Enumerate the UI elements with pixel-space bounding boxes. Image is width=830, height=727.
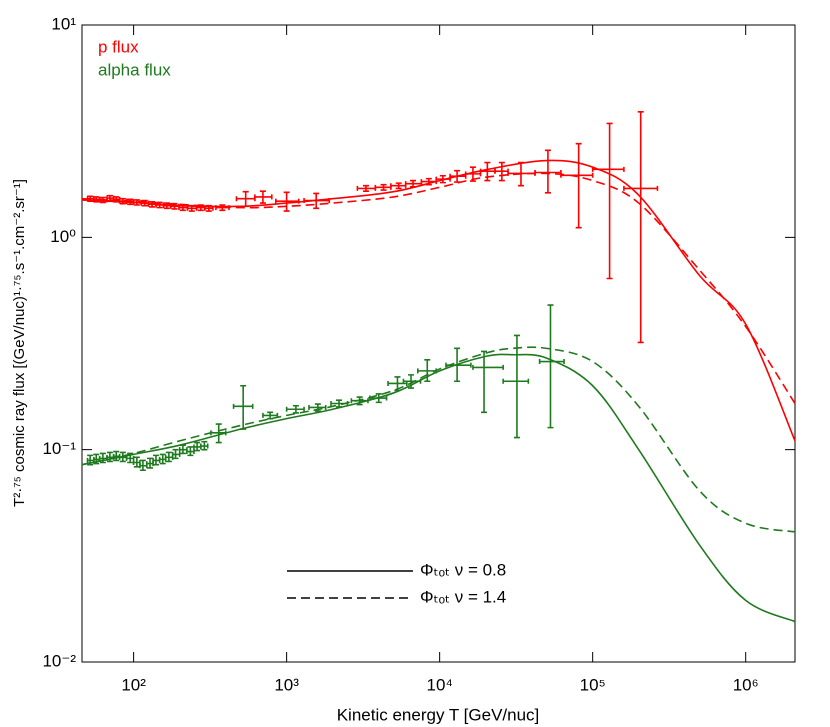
error-bar	[544, 149, 551, 194]
y-tick-label: 10⁻²	[42, 651, 76, 670]
x-error-bar	[232, 403, 254, 409]
x-tick-label: 10⁴	[427, 675, 453, 694]
plot-frame	[81, 24, 796, 663]
model-curve	[81, 353, 796, 623]
x-error-bar	[350, 398, 369, 404]
x-tick-label: 10²	[121, 675, 146, 694]
x-error-bar	[210, 430, 227, 436]
x-error-bar	[472, 364, 504, 370]
x-tick-label: 10⁶	[733, 675, 759, 694]
y-tick-label: 10¹	[51, 14, 76, 33]
y-axis-label: T²·⁷⁵ cosmic ray flux [(GeV/nuc)¹·⁷⁵.s⁻¹…	[11, 179, 28, 507]
x-error-bar	[275, 198, 300, 204]
x-error-bar	[591, 166, 625, 172]
x-error-bar	[560, 172, 594, 178]
x-error-bar	[330, 400, 349, 406]
error-bar	[240, 384, 247, 430]
error-bar	[575, 142, 582, 229]
x-tick-label: 10³	[274, 675, 299, 694]
x-error-bar	[262, 412, 279, 418]
y-tick-label: 10⁰	[50, 227, 76, 246]
legend-label: Φₜₒₜ ν = 0.8	[420, 560, 506, 579]
x-error-bar	[538, 359, 565, 365]
x-error-bar	[502, 378, 530, 384]
legend-label: alpha flux	[98, 60, 171, 79]
x-error-bar	[369, 395, 388, 401]
x-error-bar	[417, 368, 438, 374]
x-error-bar	[308, 404, 327, 410]
x-error-bar	[402, 378, 422, 384]
error-bar	[547, 304, 554, 429]
x-error-bar	[215, 205, 230, 211]
y-tick-label: 10⁻¹	[42, 439, 76, 458]
error-bar	[481, 350, 488, 414]
x-tick-label: 10⁵	[580, 675, 606, 694]
legend-label: Φₜₒₜ ν = 1.4	[420, 587, 506, 606]
model-curve	[81, 159, 796, 442]
error-bar	[606, 122, 613, 280]
error-bar	[637, 111, 644, 344]
x-error-bar	[204, 205, 214, 211]
error-bar	[513, 334, 520, 439]
x-error-bar	[303, 198, 331, 204]
x-axis-label: Kinetic energy T [GeV/nuc]	[337, 705, 540, 724]
x-error-bar	[623, 185, 659, 191]
x-error-bar	[200, 443, 209, 449]
legend-label: p flux	[98, 37, 139, 56]
model-curve	[81, 346, 796, 533]
model-curve	[81, 172, 796, 404]
x-error-bar	[186, 449, 195, 455]
x-error-bar	[285, 406, 305, 412]
x-error-bar	[171, 451, 181, 457]
x-error-bar	[445, 362, 472, 368]
x-error-bar	[254, 194, 273, 200]
